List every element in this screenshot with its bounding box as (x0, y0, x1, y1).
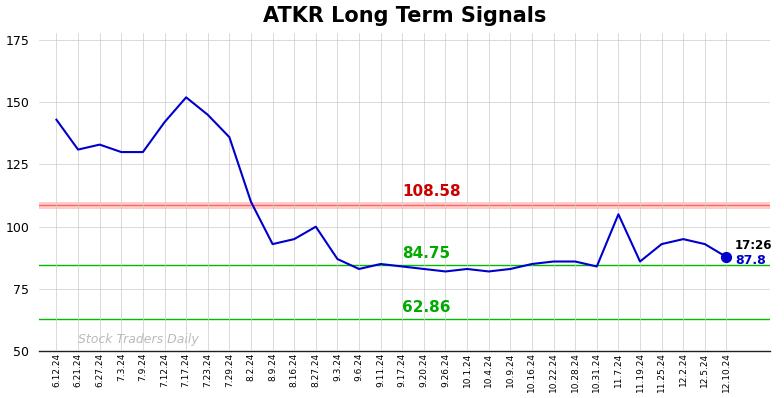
Text: 108.58: 108.58 (402, 184, 461, 199)
Text: 17:26: 17:26 (735, 239, 772, 252)
Text: 62.86: 62.86 (402, 300, 451, 315)
Bar (39, 202, 770, 209)
Text: Stock Traders Daily: Stock Traders Daily (78, 333, 199, 346)
Title: ATKR Long Term Signals: ATKR Long Term Signals (263, 6, 546, 25)
Point (720, 254, 733, 260)
Text: 87.8: 87.8 (735, 254, 766, 267)
Text: 84.75: 84.75 (402, 246, 450, 261)
